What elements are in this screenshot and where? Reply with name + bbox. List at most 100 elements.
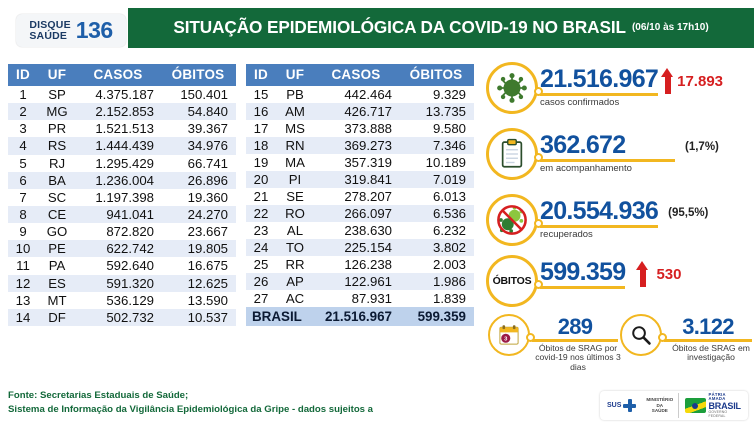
ministry-line-1: MINISTÉRIO DA <box>646 396 674 408</box>
cell-cases: 357.319 <box>344 155 392 170</box>
confirmed-row: 21.516.967 17.893 <box>540 67 723 96</box>
cell-id: 2 <box>19 104 27 120</box>
brasil-flag-icon <box>685 398 706 413</box>
cell-id: 8 <box>19 207 27 223</box>
srag-covid-body: 289 Óbitos de SRAG por covid-19 nos últi… <box>526 314 624 373</box>
cell-deaths: 13.590 <box>187 292 228 308</box>
deaths-ring: ÓBITOS <box>486 255 538 307</box>
brasil-logo-text: PÁTRIA AMADA BRASIL GOVERNO FEDERAL <box>709 392 743 418</box>
table-body-right: 15 PB 442.464 9.329 16 AM 426.717 13.735 17 MS 373… <box>246 86 474 326</box>
deaths-body: 599.359 530 <box>534 255 682 289</box>
cell-id: 10 <box>15 241 31 257</box>
table-body-left: 1 SP 4.375.187 150.401 2 MG 2.152.853 54.840 3 PR… <box>8 86 236 326</box>
calendar-icon-ring: 3 <box>488 314 530 356</box>
srag-covid-value-group: 289 <box>532 316 624 342</box>
health-cross-icon <box>623 399 637 412</box>
cell-cases: 1.521.513 <box>95 121 154 137</box>
cell-deaths: 3.802 <box>432 240 466 255</box>
cell-deaths: 9.580 <box>432 121 466 136</box>
cell-cases: 442.464 <box>344 87 392 102</box>
cell-cases: 2.152.853 <box>95 104 154 120</box>
cell-deaths: 54.840 <box>187 104 228 120</box>
cell-deaths: 9.329 <box>432 87 466 102</box>
cell-id: 11 <box>16 258 30 274</box>
state-table-left: ID UF CASOS ÓBITOS 1 SP 4.375.187 150.401 2 M… <box>8 64 236 326</box>
deaths-value: 599.359 <box>540 258 626 286</box>
table-row: 5 RJ 1.295.429 66.741 <box>8 154 236 172</box>
cell-cases: 319.841 <box>344 172 392 187</box>
total-casos: 21.516.967 <box>314 307 398 326</box>
table-header-right: ID UF CASOS ÓBITOS <box>246 64 474 86</box>
table-row: 9 GO 872.820 23.667 <box>8 223 236 241</box>
cell-id: 6 <box>19 172 27 188</box>
cell-deaths: 150.401 <box>180 87 228 103</box>
cell-uf: AP <box>286 274 304 289</box>
table-row: 7 SC 1.197.398 19.360 <box>8 188 236 206</box>
monitoring-caption: em acompanhamento <box>540 162 632 174</box>
cell-id: 24 <box>253 240 269 255</box>
cell-uf: SP <box>48 87 66 103</box>
cell-uf: AC <box>285 291 305 306</box>
table-row: 8 CE 941.041 24.270 <box>8 205 236 224</box>
deaths-ring-label: ÓBITOS <box>492 274 532 287</box>
col-obitos: ÓBITOS <box>160 64 236 86</box>
disque-number: 136 <box>75 17 113 43</box>
deaths-row: 599.359 530 <box>540 260 682 289</box>
cell-uf: DF <box>48 309 66 325</box>
table-row: 11 PA 592.640 16.675 <box>8 257 236 275</box>
cell-id: 9 <box>19 224 27 240</box>
cell-id: 26 <box>253 274 269 289</box>
cell-id: 7 <box>19 189 27 205</box>
cell-id: 25 <box>253 257 269 272</box>
srag-investigation-underline <box>664 339 752 342</box>
cell-cases: 536.129 <box>106 292 154 308</box>
cell-uf: RJ <box>48 155 66 171</box>
calendar-3-icon: 3 <box>499 325 519 345</box>
table-row: 21 SE 278.207 6.013 <box>246 188 474 205</box>
cell-cases: 426.717 <box>344 104 392 119</box>
magnifier-icon <box>632 326 651 345</box>
table-row: 18 RN 369.273 7.346 <box>246 137 474 154</box>
stat-srag-covid: 3 289 Óbitos de SRAG por covid-19 nos úl… <box>488 314 624 373</box>
ministry-line-2: SAÚDE <box>651 408 668 414</box>
cell-cases: 872.820 <box>106 224 154 240</box>
cell-id: 20 <box>253 172 269 187</box>
cell-id: 23 <box>253 223 269 238</box>
cell-id: 12 <box>15 275 31 291</box>
col-casos: CASOS <box>314 64 398 86</box>
srag-investigation-value: 3.122 <box>682 314 734 339</box>
connector-dot <box>658 333 667 342</box>
total-obitos: 599.359 <box>398 307 474 326</box>
table-row: 26 AP 122.961 1.986 <box>246 273 474 290</box>
table-row: 2 MG 2.152.853 54.840 <box>8 103 236 121</box>
recovered-value-group: 20.554.936 <box>540 197 659 228</box>
connector-dot <box>534 280 543 289</box>
confirmed-underline <box>540 93 659 96</box>
table-row: 20 PI 319.841 7.019 <box>246 171 474 188</box>
stat-recovered: 20.554.936 (95,5%) recuperados <box>486 194 708 246</box>
no-virus-icon <box>497 205 527 235</box>
srag-covid-value: 289 <box>557 314 593 339</box>
trend-up-icon <box>661 68 674 95</box>
deaths-delta: 530 <box>656 265 682 283</box>
cell-cases: 122.961 <box>344 274 392 289</box>
disque-line1: DISQUE <box>29 18 71 31</box>
table-row: 6 BA 1.236.004 26.896 <box>8 171 236 189</box>
cell-deaths: 66.741 <box>187 155 228 171</box>
cell-deaths: 10.189 <box>425 155 466 170</box>
cell-cases: 592.640 <box>106 258 154 274</box>
cell-cases: 622.742 <box>106 241 154 257</box>
cell-uf: AL <box>286 223 304 238</box>
stat-monitoring: 362.672 (1,7%) em acompanhamento <box>486 128 719 180</box>
cell-id: 21 <box>253 189 269 204</box>
cell-deaths: 12.625 <box>187 275 228 291</box>
cell-deaths: 2.003 <box>432 257 466 272</box>
cell-id: 17 <box>253 121 269 136</box>
srag-investigation-caption: Óbitos de SRAG em investigação <box>672 342 750 363</box>
sus-label: SUS <box>607 402 622 409</box>
cell-deaths: 39.367 <box>187 121 228 137</box>
cell-deaths: 7.346 <box>432 138 466 153</box>
srag-covid-underline <box>532 339 618 342</box>
recovered-value: 20.554.936 <box>540 197 659 225</box>
